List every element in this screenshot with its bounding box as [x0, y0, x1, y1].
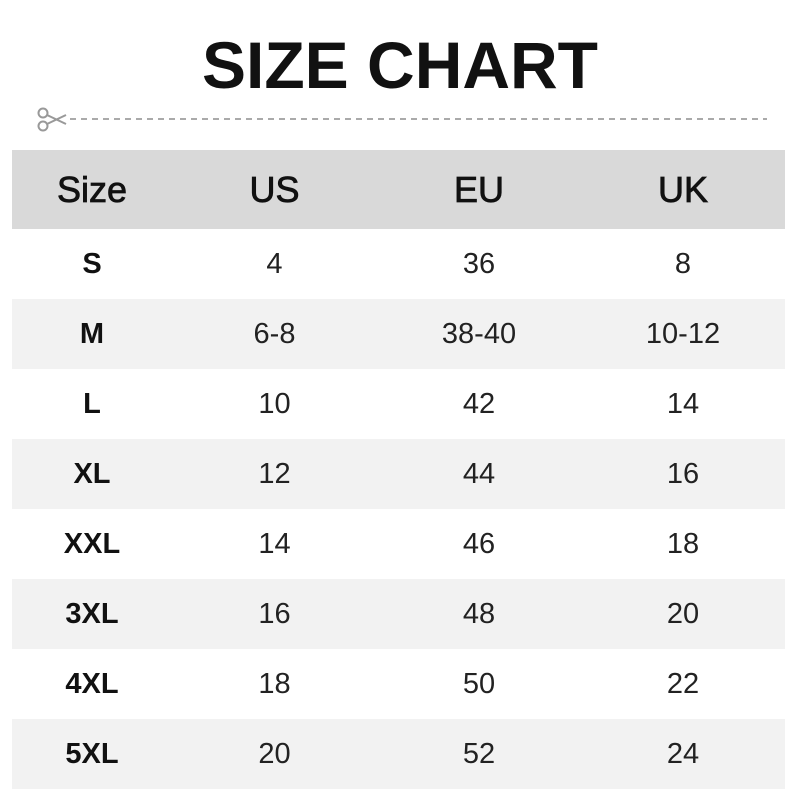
- cell-us: 14: [258, 527, 291, 560]
- cell-uk: 14: [666, 387, 700, 420]
- cell-us: 18: [258, 667, 291, 700]
- cell-eu: 48: [462, 597, 496, 630]
- table-row: 3XL 16 48 20: [12, 579, 785, 649]
- cell-uk: 24: [666, 737, 700, 770]
- cell-eu: 42: [462, 387, 496, 420]
- table-row: 4XL 18 50 22: [12, 649, 785, 719]
- cell-eu: 38-40: [441, 317, 517, 350]
- cell-size: 3XL: [65, 597, 119, 630]
- table-row: XXL 14 46 18: [12, 509, 785, 579]
- table-row: XL 12 44 16: [12, 439, 785, 509]
- cell-eu: 44: [462, 457, 496, 490]
- table-row: 5XL 20 52 24: [12, 719, 785, 789]
- header-us: US: [249, 168, 300, 210]
- cell-eu: 46: [462, 527, 496, 560]
- cut-line: [37, 107, 767, 132]
- cell-size: XL: [73, 457, 111, 490]
- cell-uk: 20: [666, 597, 700, 630]
- cell-eu: 36: [462, 247, 496, 280]
- table-row: M 6-8 38-40 10-12: [12, 299, 785, 369]
- header-row: Size US EU UK: [12, 150, 785, 229]
- cell-eu: 50: [462, 667, 496, 700]
- scissors-icon: [37, 107, 67, 132]
- table-row: L 10 42 14: [12, 369, 785, 439]
- cell-us: 16: [258, 597, 291, 630]
- cell-us: 12: [258, 457, 291, 490]
- cell-size: 4XL: [65, 667, 119, 700]
- header-eu: EU: [453, 168, 505, 210]
- cell-size: 5XL: [65, 737, 119, 770]
- table-row: S 4 36 8: [12, 229, 785, 299]
- size-table: Size US EU UK S 4 36 8 M 6-8 38-40 10-12 L 10 42 14…: [12, 150, 785, 789]
- cell-uk: 10-12: [645, 317, 721, 350]
- cell-uk: 8: [674, 247, 692, 280]
- cell-size: S: [82, 247, 102, 280]
- page-title: SIZE CHART: [202, 28, 598, 102]
- cell-eu: 52: [462, 737, 496, 770]
- cell-uk: 22: [666, 667, 700, 700]
- header-size: Size: [56, 168, 128, 210]
- cell-size: XXL: [63, 527, 121, 560]
- cell-us: 6-8: [253, 317, 296, 350]
- cell-us: 4: [266, 247, 283, 280]
- header-uk: UK: [657, 168, 709, 210]
- cell-size: M: [79, 317, 105, 350]
- cell-us: 20: [258, 737, 291, 770]
- cell-size: L: [83, 387, 101, 420]
- cell-uk: 18: [666, 527, 700, 560]
- cell-us: 10: [258, 387, 291, 420]
- cell-uk: 16: [666, 457, 700, 490]
